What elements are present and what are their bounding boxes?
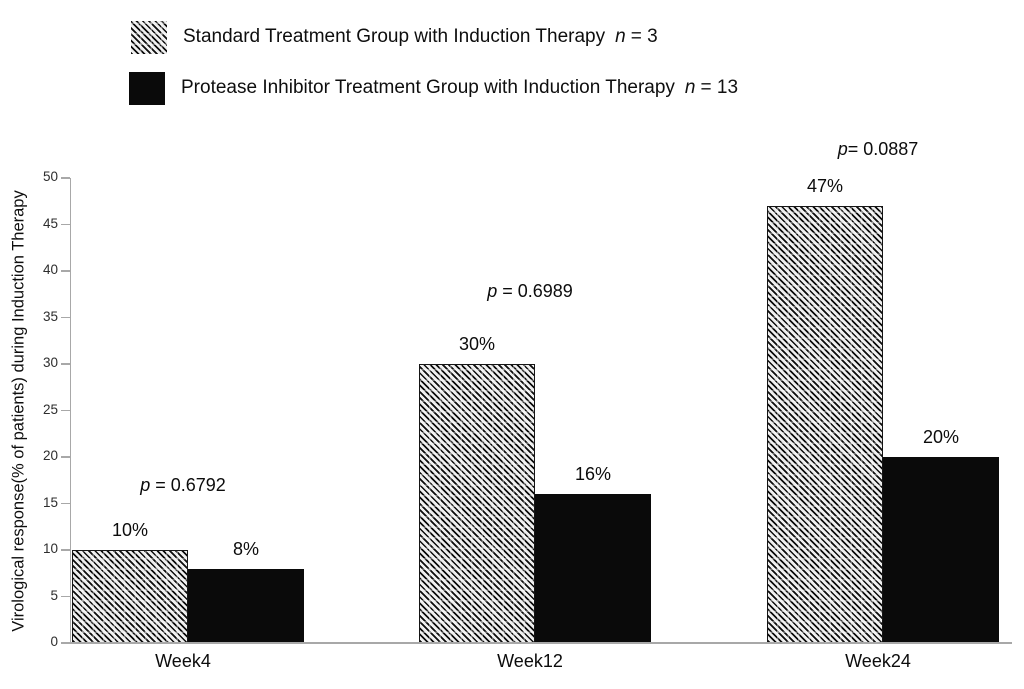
y-axis-tick — [61, 270, 70, 272]
y-tick-label: 20 — [42, 448, 58, 463]
y-tick-label: 30 — [42, 355, 58, 370]
y-tick-label: 0 — [50, 634, 58, 649]
legend-n-value: = 13 — [700, 77, 739, 98]
x-tick-label: Week12 — [497, 651, 563, 671]
bar-value-label: 20% — [922, 427, 960, 447]
y-tick-label: 5 — [50, 587, 58, 603]
x-tick-label: Week4 — [155, 651, 211, 671]
bar-standard-week24 — [767, 205, 883, 643]
bar-value-label: 30% — [458, 334, 496, 354]
y-tick-label: 15 — [42, 494, 58, 510]
legend-item-text: Protease Inhibitor Treatment Group with … — [181, 77, 738, 99]
p-value-label: p = 0.6792 — [140, 475, 226, 495]
bar-standard-week12 — [419, 364, 535, 643]
p-value-label: p = 0.6989 — [487, 281, 573, 301]
bar-protease-week4 — [188, 568, 304, 643]
x-tick-label: Week24 — [845, 651, 911, 671]
hatched-pattern-swatch — [131, 20, 167, 54]
p-value-label: p= 0.0887 — [837, 139, 919, 159]
y-axis-tick — [61, 409, 70, 412]
y-tick-label: 45 — [42, 215, 58, 231]
legend-label: Standard Treatment Group with Induction … — [183, 26, 606, 47]
bar-value-label: 10% — [111, 520, 149, 540]
y-tick-label: 10 — [42, 541, 58, 556]
y-axis-tick — [61, 549, 70, 551]
y-tick-label: 50 — [42, 169, 58, 184]
legend-n-symbol: n — [684, 77, 696, 98]
y-axis-tick — [61, 595, 70, 598]
legend-n-value: = 3 — [630, 26, 658, 47]
bar-protease-week12 — [535, 494, 651, 643]
y-axis-tick — [61, 223, 70, 226]
x-axis-line — [69, 642, 1012, 644]
legend-item-standard: Standard Treatment Group with Induction … — [131, 20, 658, 54]
legend-n-symbol: n — [615, 26, 626, 47]
y-axis-tick — [61, 316, 70, 319]
y-tick-label: 40 — [42, 262, 58, 277]
y-tick-label: 25 — [42, 401, 58, 417]
y-axis-tick — [61, 642, 70, 644]
y-axis-line — [69, 177, 72, 644]
legend-item-protease: Protease Inhibitor Treatment Group with … — [129, 71, 738, 105]
y-axis-tick — [61, 177, 70, 179]
bar-value-label: 8% — [232, 538, 259, 559]
black-solid-swatch — [129, 71, 165, 105]
bar-standard-week4 — [72, 550, 188, 643]
legend-item-text: Standard Treatment Group with Induction … — [183, 26, 658, 48]
y-axis-tick — [61, 363, 70, 365]
legend-label: Protease Inhibitor Treatment Group with … — [181, 77, 675, 98]
y-axis-tick — [61, 502, 70, 505]
bar-protease-week24 — [883, 457, 999, 643]
y-axis-tick — [61, 456, 70, 458]
bar-value-label: 47% — [806, 175, 844, 196]
y-tick-label: 35 — [42, 308, 58, 324]
bar-value-label: 16% — [574, 464, 612, 485]
